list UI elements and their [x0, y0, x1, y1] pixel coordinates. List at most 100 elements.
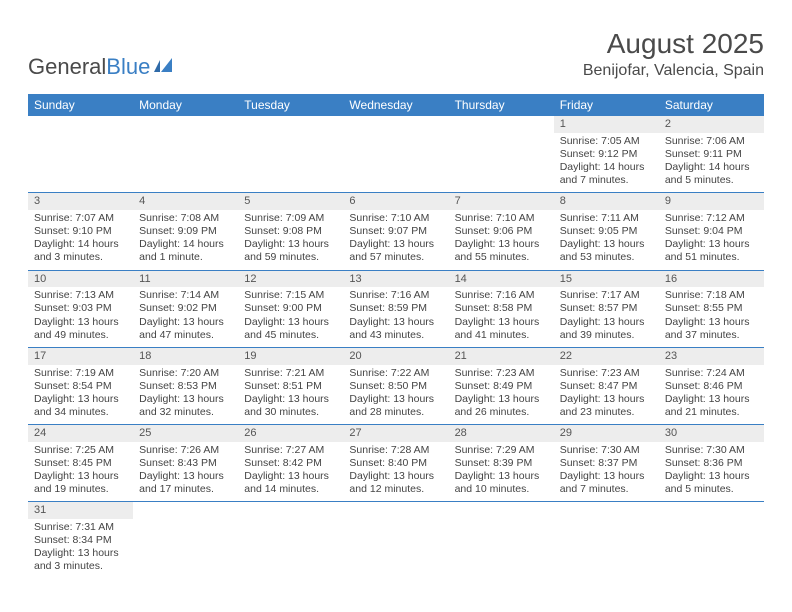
sunrise-text: Sunrise: 7:22 AM [349, 367, 442, 380]
sunrise-text: Sunrise: 7:10 AM [349, 212, 442, 225]
calendar-cell: . [343, 116, 448, 193]
calendar-cell: 22Sunrise: 7:23 AMSunset: 8:47 PMDayligh… [554, 347, 659, 424]
calendar-row: .....1Sunrise: 7:05 AMSunset: 9:12 PMDay… [28, 116, 764, 193]
calendar-cell: 13Sunrise: 7:16 AMSunset: 8:59 PMDayligh… [343, 270, 448, 347]
sunrise-text: Sunrise: 7:20 AM [139, 367, 232, 380]
day-number: 14 [449, 271, 554, 288]
sunset-text: Sunset: 8:47 PM [560, 380, 653, 393]
day-number: 17 [28, 348, 133, 365]
sunrise-text: Sunrise: 7:06 AM [665, 135, 758, 148]
calendar-cell: 10Sunrise: 7:13 AMSunset: 9:03 PMDayligh… [28, 270, 133, 347]
daylight-text: Daylight: 13 hours and 26 minutes. [455, 393, 548, 419]
sunrise-text: Sunrise: 7:26 AM [139, 444, 232, 457]
location: Benijofar, Valencia, Spain [583, 62, 764, 80]
sunset-text: Sunset: 9:03 PM [34, 302, 127, 315]
calendar-cell: 21Sunrise: 7:23 AMSunset: 8:49 PMDayligh… [449, 347, 554, 424]
daylight-text: Daylight: 13 hours and 23 minutes. [560, 393, 653, 419]
day-number: 28 [449, 425, 554, 442]
calendar-cell: 8 Sunrise: 7:11 AMSunset: 9:05 PMDaylight… [554, 193, 659, 270]
calendar-cell: 9Sunrise: 7:12 AMSunset: 9:04 PMDaylight… [659, 193, 764, 270]
daylight-text: Daylight: 13 hours and 12 minutes. [349, 470, 442, 496]
sunset-text: Sunset: 8:42 PM [244, 457, 337, 470]
sunset-text: Sunset: 8:53 PM [139, 380, 232, 393]
sunset-text: Sunset: 9:05 PM [560, 225, 653, 238]
calendar-cell: . [659, 502, 764, 579]
day-number: 1 [554, 116, 659, 133]
day-number: 8 [554, 193, 659, 210]
sunrise-text: Sunrise: 7:31 AM [34, 521, 127, 534]
calendar-cell: 5Sunrise: 7:09 AMSunset: 9:08 PMDaylight… [238, 193, 343, 270]
sunrise-text: Sunrise: 7:28 AM [349, 444, 442, 457]
sunset-text: Sunset: 8:43 PM [139, 457, 232, 470]
calendar-cell: 14Sunrise: 7:16 AMSunset: 8:58 PMDayligh… [449, 270, 554, 347]
day-number: 15 [554, 271, 659, 288]
sunset-text: Sunset: 8:39 PM [455, 457, 548, 470]
sunset-text: Sunset: 9:07 PM [349, 225, 442, 238]
calendar-cell: 16Sunrise: 7:18 AMSunset: 8:55 PMDayligh… [659, 270, 764, 347]
day-header: Saturday [659, 94, 764, 116]
daylight-text: Daylight: 13 hours and 21 minutes. [665, 393, 758, 419]
daylight-text: Daylight: 13 hours and 17 minutes. [139, 470, 232, 496]
daylight-text: Daylight: 13 hours and 43 minutes. [349, 316, 442, 342]
sunrise-text: Sunrise: 7:07 AM [34, 212, 127, 225]
daylight-text: Daylight: 14 hours and 3 minutes. [34, 238, 127, 264]
daylight-text: Daylight: 14 hours and 5 minutes. [665, 161, 758, 187]
logo-text-2: Blue [106, 54, 150, 80]
logo: GeneralBlue [28, 54, 180, 80]
page-header: GeneralBlue August 2025 Benijofar, Valen… [28, 28, 764, 80]
sunrise-text: Sunrise: 7:30 AM [665, 444, 758, 457]
sunrise-text: Sunrise: 7:12 AM [665, 212, 758, 225]
daylight-text: Daylight: 13 hours and 45 minutes. [244, 316, 337, 342]
sunrise-text: Sunrise: 7:27 AM [244, 444, 337, 457]
calendar-row: 17Sunrise: 7:19 AMSunset: 8:54 PMDayligh… [28, 347, 764, 424]
sunrise-text: Sunrise: 7:13 AM [34, 289, 127, 302]
sunset-text: Sunset: 8:40 PM [349, 457, 442, 470]
calendar-row: 3Sunrise: 7:07 AMSunset: 9:10 PMDaylight… [28, 193, 764, 270]
calendar-row: 31Sunrise: 7:31 AMSunset: 8:34 PMDayligh… [28, 502, 764, 579]
calendar-cell: 20Sunrise: 7:22 AMSunset: 8:50 PMDayligh… [343, 347, 448, 424]
calendar-body: .....1Sunrise: 7:05 AMSunset: 9:12 PMDay… [28, 116, 764, 579]
sunset-text: Sunset: 9:10 PM [34, 225, 127, 238]
calendar-cell: 18Sunrise: 7:20 AMSunset: 8:53 PMDayligh… [133, 347, 238, 424]
sunrise-text: Sunrise: 7:08 AM [139, 212, 232, 225]
daylight-text: Daylight: 13 hours and 41 minutes. [455, 316, 548, 342]
day-number: 3 [28, 193, 133, 210]
day-number: 4 [133, 193, 238, 210]
calendar-cell: 27 Sunrise: 7:28 AMSunset: 8:40 PMDayligh… [343, 425, 448, 502]
sunset-text: Sunset: 8:58 PM [455, 302, 548, 315]
day-number: 11 [133, 271, 238, 288]
sunset-text: Sunset: 8:59 PM [349, 302, 442, 315]
day-number: 2 [659, 116, 764, 133]
daylight-text: Daylight: 13 hours and 14 minutes. [244, 470, 337, 496]
calendar-cell: 23Sunrise: 7:24 AMSunset: 8:46 PMDayligh… [659, 347, 764, 424]
sunset-text: Sunset: 9:11 PM [665, 148, 758, 161]
day-header: Monday [133, 94, 238, 116]
sunrise-text: Sunrise: 7:09 AM [244, 212, 337, 225]
sunrise-text: Sunrise: 7:24 AM [665, 367, 758, 380]
day-number: 10 [28, 271, 133, 288]
calendar-cell: 15Sunrise: 7:17 AMSunset: 8:57 PMDayligh… [554, 270, 659, 347]
calendar-cell: . [554, 502, 659, 579]
daylight-text: Daylight: 13 hours and 53 minutes. [560, 238, 653, 264]
sunrise-text: Sunrise: 7:11 AM [560, 212, 653, 225]
calendar-cell: 6Sunrise: 7:10 AMSunset: 9:07 PMDaylight… [343, 193, 448, 270]
calendar-cell: 1Sunrise: 7:05 AMSunset: 9:12 PMDaylight… [554, 116, 659, 193]
sunrise-text: Sunrise: 7:25 AM [34, 444, 127, 457]
sunrise-text: Sunrise: 7:23 AM [560, 367, 653, 380]
day-number: 27 [343, 425, 448, 442]
daylight-text: Daylight: 13 hours and 34 minutes. [34, 393, 127, 419]
logo-text-1: General [28, 54, 106, 80]
day-number: 24 [28, 425, 133, 442]
daylight-text: Daylight: 13 hours and 10 minutes. [455, 470, 548, 496]
day-number: 23 [659, 348, 764, 365]
logo-flag-icon [154, 58, 180, 76]
sunrise-text: Sunrise: 7:10 AM [455, 212, 548, 225]
sunset-text: Sunset: 8:57 PM [560, 302, 653, 315]
calendar-cell: 17Sunrise: 7:19 AMSunset: 8:54 PMDayligh… [28, 347, 133, 424]
calendar-cell: 25Sunrise: 7:26 AMSunset: 8:43 PMDayligh… [133, 425, 238, 502]
calendar-cell: . [133, 502, 238, 579]
day-number: 16 [659, 271, 764, 288]
calendar-cell: 24Sunrise: 7:25 AMSunset: 8:45 PMDayligh… [28, 425, 133, 502]
daylight-text: Daylight: 13 hours and 59 minutes. [244, 238, 337, 264]
daylight-text: Daylight: 13 hours and 39 minutes. [560, 316, 653, 342]
